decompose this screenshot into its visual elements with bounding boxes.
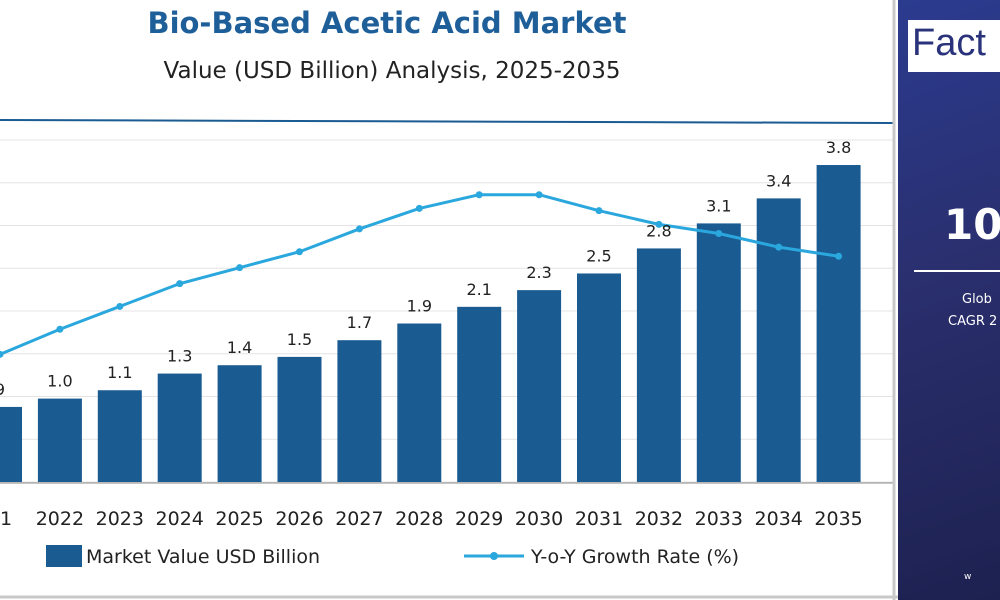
bar-value-label: 2.1 <box>466 280 491 299</box>
growth-point-2025 <box>236 264 244 272</box>
x-tick-label: 2026 <box>275 508 323 530</box>
legend-bar-swatch <box>46 545 82 567</box>
x-tick-label: 2030 <box>515 508 563 530</box>
growth-point-2027 <box>355 225 363 233</box>
x-tick-label: 2031 <box>575 508 623 530</box>
growth-point-2030 <box>535 191 543 199</box>
bar-value-label: 2.8 <box>646 221 671 240</box>
growth-point-2031 <box>595 207 603 215</box>
x-tick-label: 2033 <box>695 508 743 530</box>
legend-line-label: Y-o-Y Growth Rate (%) <box>530 546 739 568</box>
brand-logo: Fact <box>912 22 986 64</box>
bar-value-label: 1.7 <box>347 313 372 332</box>
bar-value-label: 1.5 <box>287 330 312 349</box>
side-divider <box>914 270 1000 272</box>
x-tick-label: 2027 <box>335 508 383 530</box>
growth-point-2023 <box>116 302 124 310</box>
logo-box: Fact <box>908 20 1000 72</box>
bar-2031 <box>577 273 621 482</box>
header-divider-line <box>0 119 894 124</box>
bar-2027 <box>337 340 382 482</box>
chart-svg: 9 1.0 1.1 1.3 1.4 1.5 1.7 1.9 2.1 2.3 2.5 2.8 3.1 3.4… <box>0 0 898 600</box>
bar-value-label: 1.4 <box>227 338 252 357</box>
cagr-caption-line1: Glob <box>962 292 992 307</box>
growth-point-2035 <box>835 252 843 260</box>
bar-value-label: 1.9 <box>407 297 432 316</box>
bar-value-label: 1.1 <box>107 363 132 382</box>
bar-2030 <box>517 290 562 482</box>
bar-2029 <box>457 306 502 482</box>
side-footer-text: w <box>964 572 972 582</box>
bar-2026 <box>277 356 322 482</box>
bar-value-label: 2.5 <box>586 246 611 265</box>
bar-value-label: 1.3 <box>167 347 192 366</box>
chart-title: Bio-Based Acetic Acid Market <box>147 6 627 40</box>
cagr-caption-line2: CAGR 2 <box>948 314 998 329</box>
legend: Market Value USD Billion Y-o-Y Growth Ra… <box>46 545 739 568</box>
x-tick-label: 2024 <box>156 508 204 530</box>
growth-line-series <box>0 191 843 358</box>
x-tick-label: 2023 <box>96 508 144 530</box>
bar-value-label: 3.8 <box>826 138 851 157</box>
x-tick-label: 2028 <box>395 508 443 530</box>
growth-point-2032 <box>655 220 663 228</box>
bar-2032 <box>636 248 681 482</box>
bar-value-label: 1.0 <box>47 372 72 391</box>
x-tick-labels: 21 2022 2023 2024 2025 2026 2027 2028 2029 2030 20… <box>0 508 863 530</box>
bar-2028 <box>397 323 442 482</box>
growth-point-21 <box>0 350 4 358</box>
growth-point-2026 <box>296 248 303 256</box>
growth-point-2024 <box>176 280 184 288</box>
growth-point-2029 <box>475 191 483 199</box>
bar-2033 <box>696 223 741 483</box>
x-tick-label: 2035 <box>814 508 862 530</box>
bar-series <box>0 165 861 483</box>
growth-point-2022 <box>56 325 64 333</box>
x-tick-label: 2025 <box>215 508 263 530</box>
grid-lines <box>0 139 893 483</box>
bar-2035 <box>816 165 861 482</box>
cagr-value: 10. <box>944 200 1000 249</box>
bar-value-label: 9 <box>0 380 5 399</box>
x-tick-label: 2032 <box>635 508 683 530</box>
bar-2022 <box>37 398 82 482</box>
x-tick-label: 21 <box>0 508 12 530</box>
growth-point-2034 <box>775 243 783 251</box>
legend-line-marker <box>490 552 498 560</box>
growth-point-2028 <box>415 204 423 212</box>
x-tick-label: 2029 <box>455 508 503 530</box>
x-tick-label: 2022 <box>36 508 84 530</box>
legend-bar-label: Market Value USD Billion <box>86 546 320 568</box>
bar-2025 <box>217 365 262 482</box>
chart-panel: Bio-Based Acetic Acid Market Value (USD … <box>0 0 898 600</box>
bar-2034 <box>756 198 801 482</box>
side-panel: Fact 10. Glob CAGR 2 w <box>898 0 1000 600</box>
growth-point-2033 <box>715 229 723 237</box>
bar-2023 <box>97 390 142 482</box>
bar-value-label: 3.1 <box>706 196 731 215</box>
data-labels: 9 1.0 1.1 1.3 1.4 1.5 1.7 1.9 2.1 2.3 2.5 2.8 3.1 3.4… <box>0 138 851 399</box>
bar-2024 <box>157 373 202 482</box>
chart-subtitle: Value (USD Billion) Analysis, 2025-2035 <box>163 58 621 84</box>
bar-value-label: 2.3 <box>526 263 551 282</box>
bar-21 <box>0 406 22 482</box>
bar-value-label: 3.4 <box>766 171 791 190</box>
x-tick-label: 2034 <box>755 508 803 530</box>
